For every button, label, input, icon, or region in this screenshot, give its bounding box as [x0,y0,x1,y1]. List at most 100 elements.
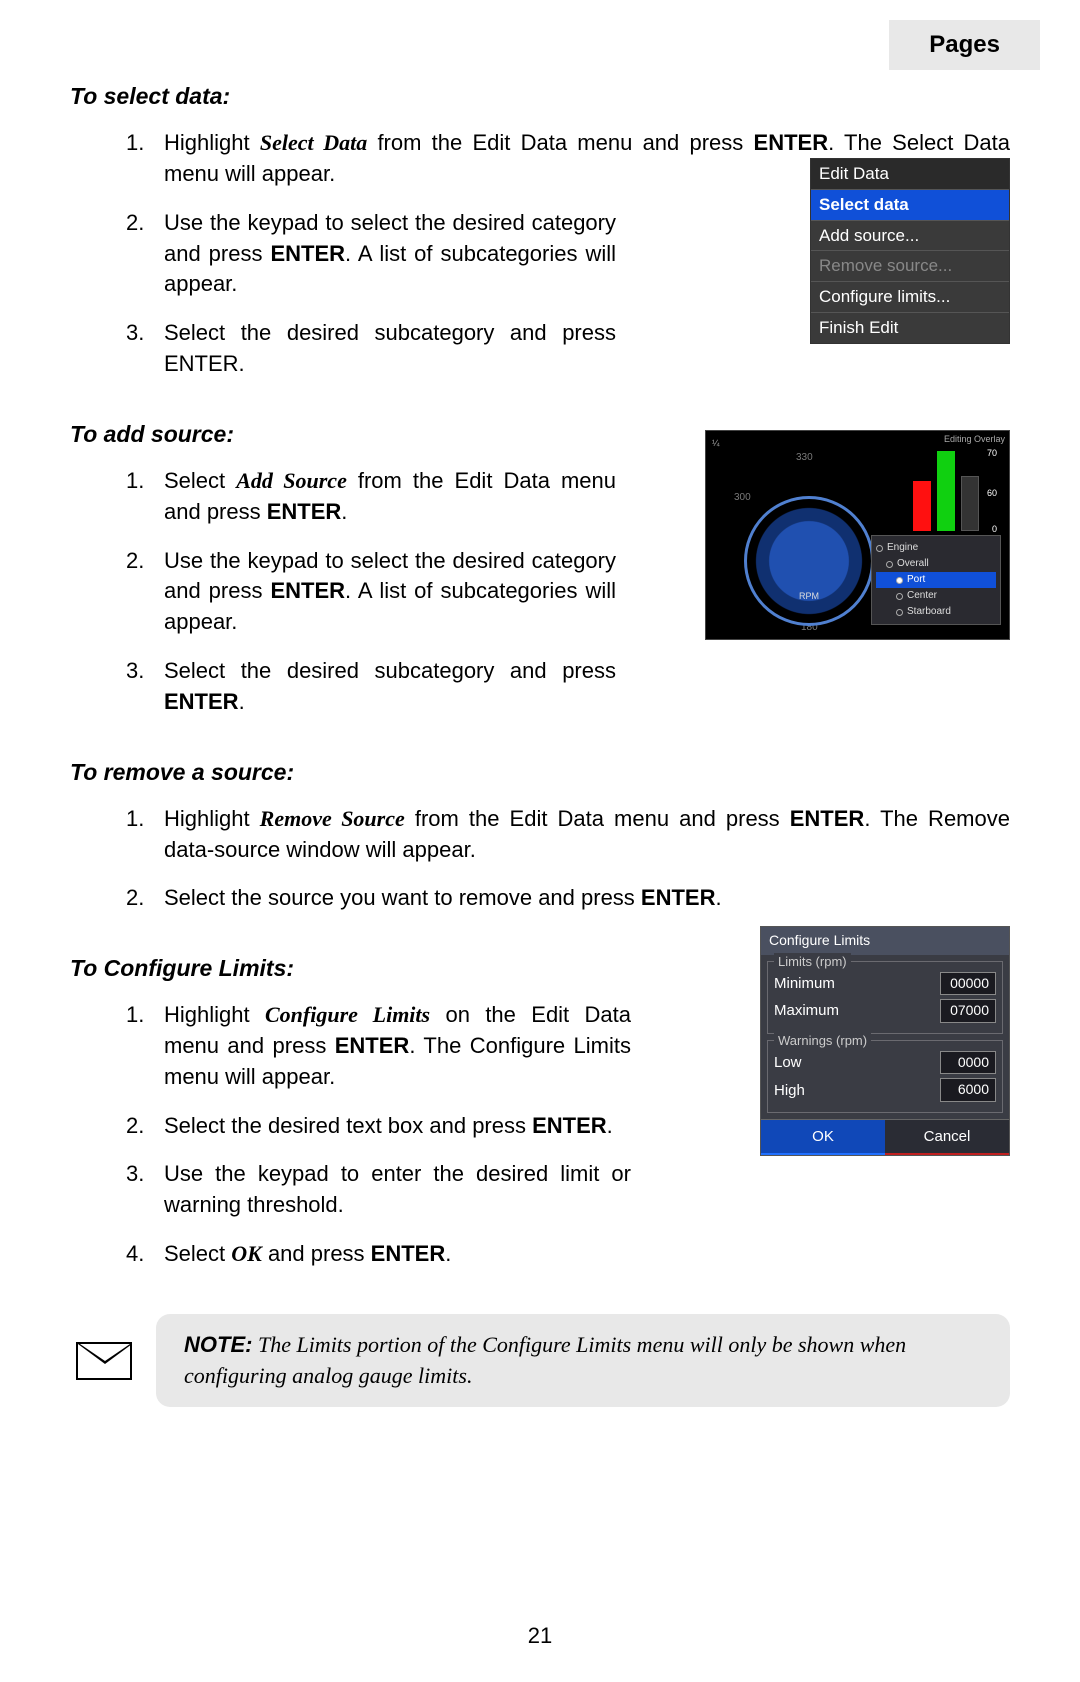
step-key: ENTER [641,885,716,910]
step-text: Select [164,1241,231,1266]
gauge-bars [913,441,979,531]
list-item: Use the keypad to enter the desired limi… [126,1159,631,1221]
remove-source-steps: Highlight Remove Source from the Edit Da… [70,804,1010,914]
gauge-bar-empty [961,476,979,531]
step-key: ENTER [754,130,829,155]
step-text: Select the source you want to remove and… [164,885,641,910]
limits-row: Maximum 07000 [774,999,996,1023]
step-em: OK [231,1241,262,1266]
step-text: Select the desired subcategory and press [164,658,616,683]
panel-opt: Overall [876,556,996,572]
limits-row-name: Minimum [774,973,835,994]
list-item: Highlight Configure Limits on the Edit D… [126,1000,631,1092]
limits-group-label: Warnings (rpm) [774,1032,871,1050]
list-item: Select OK and press ENTER. [126,1239,631,1270]
cancel-button: Cancel [885,1119,1009,1155]
panel-opt-label: Port [907,573,925,587]
limits-group: Limits (rpm) Minimum 00000 Maximum 07000 [767,961,1003,1034]
list-item: Select the desired subcategory and press… [126,656,616,718]
step-text: Highlight [164,130,260,155]
step-key: ENTER [335,1033,410,1058]
limits-group-label: Limits (rpm) [774,953,851,971]
step-text: . [341,499,347,524]
gauge-tick: 330 [796,451,813,465]
step-key: ENTER [267,499,342,524]
step-em: Add Source [236,468,347,493]
gauge-scale: ¼ [712,437,720,450]
panel-opt: Port [876,572,996,588]
header-tab: Pages [889,20,1040,70]
list-item: Highlight Remove Source from the Edit Da… [126,804,1010,866]
envelope-icon [76,1342,132,1380]
panel-opt-label: Overall [897,557,929,571]
menu-item: Add source... [811,221,1009,252]
limits-row-value: 6000 [940,1078,996,1102]
step-text: . [445,1241,451,1266]
gauge-bar-green [937,451,955,531]
menu-item: Configure limits... [811,282,1009,313]
gauge-dial: RPM [744,496,874,626]
list-item: Use the keypad to select the desired cat… [126,546,616,638]
gauge-tick: 300 [734,491,751,505]
note-row: NOTE: The Limits portion of the Configur… [70,1314,1010,1408]
section-title-remove-source: To remove a source: [70,756,1010,788]
menu-item: Select data [811,190,1009,221]
page-content: To select data: Highlight Select Data fr… [70,80,1010,1407]
step-text: Select the desired text box and press [164,1113,532,1138]
limits-row-name: Maximum [774,1000,839,1021]
limits-group: Warnings (rpm) Low 0000 High 6000 [767,1040,1003,1113]
panel-opt: Engine [876,540,996,556]
panel-opt-label: Starboard [907,605,951,619]
step-text: . [239,689,245,714]
gauge-rscale: 70 [987,447,997,460]
step-em: Select Data [260,130,367,155]
configure-limits-shot: Configure Limits Limits (rpm) Minimum 00… [760,926,1010,1156]
step-key: ENTER [270,241,345,266]
step-text: Highlight [164,806,260,831]
list-item: Select the desired subcategory and press… [126,318,616,380]
panel-opt: Center [876,588,996,604]
page-number: 21 [0,1621,1080,1652]
step-text: . [715,885,721,910]
note-box: NOTE: The Limits portion of the Configur… [156,1314,1010,1408]
step-text: from the Edit Data menu and press [405,806,790,831]
limits-row: Minimum 00000 [774,972,996,996]
edit-data-menu-shot: Edit Data Select data Add source... Remo… [810,158,1010,344]
panel-opt-label: Center [907,589,937,603]
menu-title: Edit Data [811,159,1009,190]
gauge-rscale: 0 [992,523,997,536]
step-text: from the Edit Data menu and press [367,130,753,155]
limits-buttons: OK Cancel [761,1119,1009,1155]
step-text: . [607,1113,613,1138]
limits-row: High 6000 [774,1078,996,1102]
gauge-options-panel: Engine Overall Port Center Starboard [871,535,1001,625]
step-text: Use the keypad to enter the desired limi… [164,1161,631,1217]
limits-title: Configure Limits [761,927,1009,955]
section-title-select-data: To select data: [70,80,1010,112]
panel-opt: Starboard [876,604,996,620]
panel-opt-label: Engine [887,541,918,555]
list-item: Select the source you want to remove and… [126,883,1010,914]
limits-row-name: High [774,1080,805,1101]
list-item: Select the desired text box and press EN… [126,1111,631,1142]
list-item: Use the keypad to select the desired cat… [126,208,616,300]
limits-row-value: 0000 [940,1051,996,1075]
limits-row-value: 00000 [940,972,996,996]
gauge-screenshot: Editing Overlay ¼ 330 300 180 RPM 70 60 … [705,430,1010,640]
step-key: ENTER [270,578,345,603]
step-key: ENTER [532,1113,607,1138]
step-text: Select [164,468,236,493]
step-em: Remove Source [260,806,405,831]
limits-row: Low 0000 [774,1051,996,1075]
step-text: Highlight [164,1002,265,1027]
list-item: Select Add Source from the Edit Data men… [126,466,616,528]
note-text: The Limits portion of the Configure Limi… [184,1332,906,1388]
note-label: NOTE: [184,1332,252,1357]
step-key: ENTER [371,1241,446,1266]
gauge-bar-red [913,481,931,531]
limits-row-value: 07000 [940,999,996,1023]
gauge-dial-label: RPM [799,590,819,603]
step-text: Select the desired subcategory and press… [164,320,616,376]
limits-row-name: Low [774,1052,802,1073]
step-key: ENTER [790,806,865,831]
